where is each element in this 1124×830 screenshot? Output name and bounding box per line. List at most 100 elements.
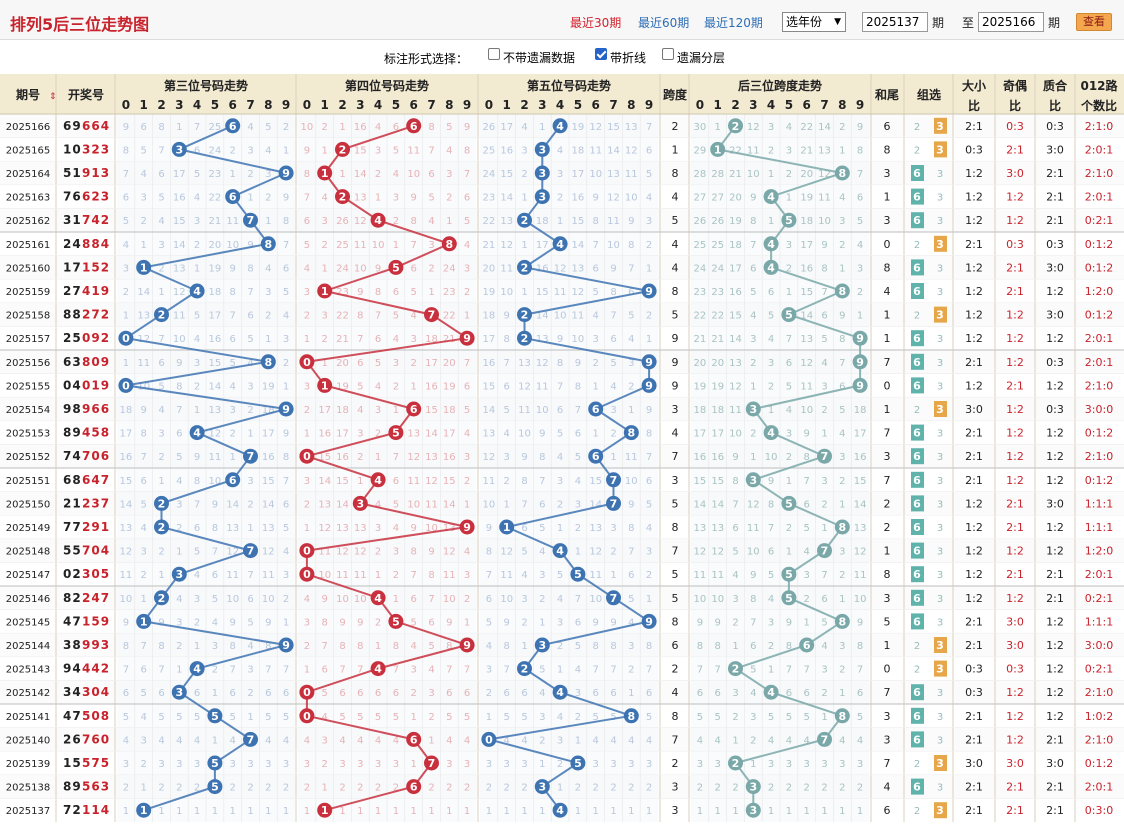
fourth-ball [335,141,350,157]
spanTrend-ball [852,330,868,346]
draw-back-digits: 247 [82,591,110,605]
omission-count: 2 [646,311,652,322]
third-ball-number: 4 [193,663,201,676]
omission-count: 10 [694,594,707,605]
omission-count: 9 [504,311,510,322]
omission-count: 5 [857,712,863,723]
sort-icon[interactable]: ⇕ [49,92,57,102]
omission-count: 17 [425,358,438,369]
omission-count: 17 [318,405,331,416]
third-ball-number: 5 [211,781,219,794]
spanTrend-group-header: 后三位跨度走势 [738,78,822,93]
third-ball-number: 3 [175,686,183,699]
omission-count: 9 [428,547,434,558]
omission-count: 1 [123,311,129,322]
omission-count: 9 [176,358,182,369]
omission-count: 3 [521,145,527,156]
third-digit-header: 5 [211,98,219,112]
fifth-ball-number: 9 [645,356,653,369]
omission-count: 2 [557,499,563,510]
group-badge-number: 3 [936,309,944,322]
omission-count: 4 [732,570,738,581]
omission-count: 1 [464,311,470,322]
omission-count: 15 [262,476,275,487]
layered-omission-checkbox[interactable] [662,48,674,60]
omission-count: 14 [818,122,831,133]
fourth-ball-number: 1 [321,379,329,392]
group-badge-number: 6 [913,615,921,628]
omission-count: 9 [610,617,616,628]
omission-count: 16 [729,287,742,298]
from-issue-input[interactable]: 2025137 [862,12,928,32]
third-ball-number: 3 [175,568,183,581]
spanTrend-ball [834,283,850,299]
omission-count: 14 [173,240,186,251]
omission-count: 1 [821,523,827,534]
omission-count: 10 [518,429,531,440]
omission-count: 4 [575,665,581,676]
omission-count: 12 [262,547,275,558]
no-omission-checkbox[interactable] [488,48,500,60]
period-link-60[interactable]: 最近60期 [638,16,690,30]
omission-count: 8 [628,240,634,251]
group-badge-number: 6 [913,568,921,581]
issue-number: 2025151 [6,476,51,487]
omission-count: 3 [486,665,492,676]
fourth-ball [406,731,422,747]
omission-count: 14 [336,499,349,510]
omission-count: 2 [486,688,492,699]
omission-count: 5 [428,193,434,204]
query-button[interactable]: 查看 [1076,13,1112,31]
omission-count: 9 [283,193,289,204]
period-link-120[interactable]: 最近120期 [704,16,763,30]
omission-count: 8 [283,216,289,227]
omission-count: 1 [697,806,703,817]
polyline-checkbox[interactable] [595,48,607,60]
omission-count: 8 [750,594,756,605]
omission-count: 1 [750,759,756,770]
omission-count: 8 [646,429,652,440]
spanTrend-ball-number: 3 [749,403,757,416]
omission-count: 3 [230,759,236,770]
year-select[interactable]: 选年份 ▼ [782,12,846,32]
omission-count: 11 [443,570,456,581]
omission-count: 5 [521,712,527,723]
omission-count: 16 [500,145,513,156]
route-value: 3:0:0 [1085,639,1113,652]
fifth-ball [552,543,568,559]
omission-count: 5 [283,712,289,723]
omission-count: 6 [393,122,399,133]
group-badge [934,141,947,158]
group-badge [911,424,924,441]
omission-count: 19 [572,122,585,133]
omission-count: 11 [226,216,239,227]
omission-count: 6 [283,263,289,274]
issue-number: 2025148 [6,547,51,558]
omission-count: 2 [857,783,863,794]
omission-count: 3 [732,688,738,699]
omission-count: 9 [411,193,417,204]
omission-count: 2 [141,570,147,581]
omission-count: 2 [750,735,756,746]
omission-count: 3 [393,759,399,770]
omission-count: 7 [141,641,147,652]
spanTrend-ball [834,613,850,629]
fourth-ball-number: 6 [410,403,418,416]
third-ball-number: 5 [211,710,219,723]
omission-count: 9 [247,240,253,251]
draw-front-digits: 82 [63,591,82,605]
fourth-digit-header: 9 [463,98,471,112]
omission-count: 10 [262,594,275,605]
route-value: 2:1:0 [1085,379,1113,392]
fifth-digit-header: 7 [609,98,617,112]
to-issue-input[interactable]: 2025166 [978,12,1044,32]
draw-front-digits: 51 [63,166,82,180]
fourth-ball-number: 0 [303,568,311,581]
omission-count: 1 [786,547,792,558]
fifth-ball [570,566,586,582]
omission-count: 1 [176,665,182,676]
oddeven-value: 2:1 [1006,143,1024,156]
fourth-ball [459,330,475,346]
omission-count: 4 [610,735,616,746]
period-link-30[interactable]: 最近30期 [570,16,622,30]
